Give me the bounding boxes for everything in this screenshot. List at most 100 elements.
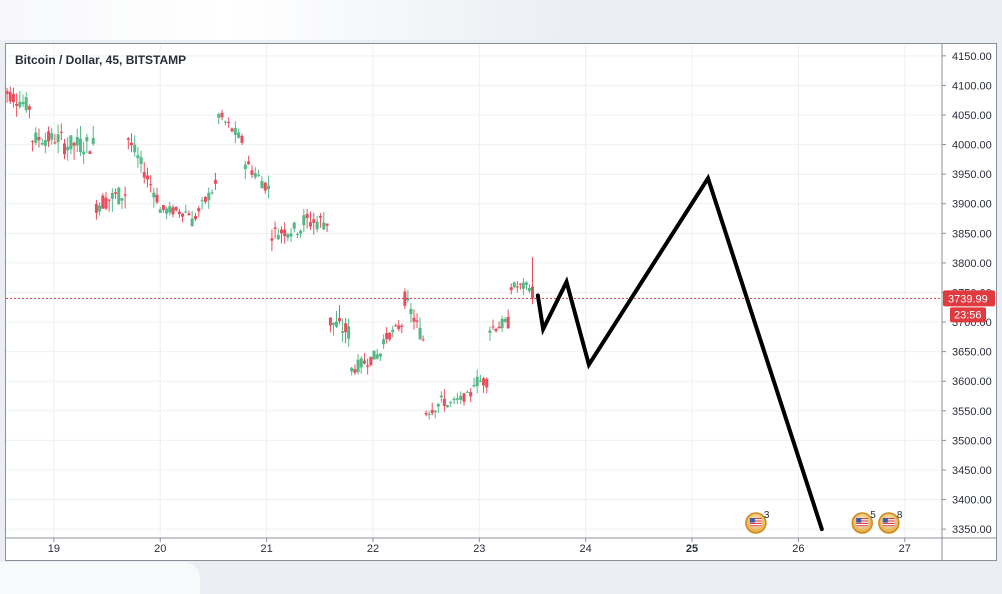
candle-body [391,329,395,333]
candle-body [531,286,534,299]
candle-body [120,198,124,201]
candle-body [436,403,440,407]
candle-body [472,384,476,387]
candle-body [130,142,134,146]
candle-body [133,144,137,153]
candle-body [72,142,76,146]
event-count: 8 [897,510,903,521]
candle-body [85,137,89,142]
candle-body [449,402,453,404]
x-tick-label: 22 [367,543,379,555]
candle-body [397,325,401,330]
candle-body [220,112,224,118]
candle-body [485,379,489,388]
candle-body [462,393,466,402]
candle-body [366,365,370,367]
candle-body [302,215,306,226]
flag-stripe [749,525,762,527]
candle-body [515,286,519,288]
candle-body [165,208,169,214]
candle-body [263,182,267,191]
candle-body [193,215,197,220]
us-flag-event-icon: 3 [745,510,770,534]
candle-body [168,206,172,213]
price-chart[interactable]: 3 5 8 4150.00 4100.00 4050.00 4000.00 3950.00 3… [6,44,996,560]
y-tick-label: 4000.00 [952,140,992,152]
candle-body [334,321,338,327]
candle-body [237,132,241,138]
candle-body [270,238,274,241]
y-tick-label: 3650.00 [952,347,992,359]
countdown-label: 23:56 [954,309,982,321]
candle-body [253,173,257,178]
y-tick-label: 3800.00 [952,258,992,270]
flag-stripe [749,518,762,520]
event-markers: 3 5 8 [745,510,903,534]
y-tick-label: 4050.00 [952,110,992,122]
y-tick-label: 4100.00 [952,80,992,92]
price-axis[interactable]: 4150.00 4100.00 4050.00 4000.00 3950.00 3900.… [942,51,992,536]
candle-body [521,282,525,289]
candle-body [305,213,309,219]
candle-body [362,360,366,364]
y-tick-label: 3500.00 [952,435,992,447]
candle-body [369,356,373,366]
candle-body [139,157,143,165]
candle-body [439,395,443,398]
blurred-footer [0,562,200,594]
countdown-box [950,307,986,323]
flag-field [856,518,869,527]
candle-body [31,141,35,143]
x-tick-label: 20 [154,543,166,555]
flag-stripe [882,522,895,524]
candle-body [378,353,382,357]
candle-body [279,229,283,234]
candle-body [318,215,322,218]
candle-body [88,151,92,154]
candle-body [21,102,25,105]
candle-body [6,91,9,94]
candle-body [240,135,244,143]
flag-stripe [856,518,869,520]
candle-body [465,391,469,393]
candle-body [152,192,156,198]
flag-stripe [749,522,762,524]
flag-stripe [882,520,895,522]
y-tick-label: 3350.00 [952,524,992,536]
candle-body [110,192,114,199]
y-tick-label: 3900.00 [952,199,992,211]
candle-body [299,230,303,234]
candle-body [197,208,201,212]
time-axis[interactable]: 19 20 21 22 23 24 25 26 27 [48,538,911,555]
candle-body [406,297,410,301]
candle-body [213,179,217,184]
candle-body [184,211,188,213]
candle-body [243,164,247,170]
candle-body [500,318,504,329]
y-tick-label: 3450.00 [952,465,992,477]
candle-body [421,339,425,341]
candle-body [91,137,95,144]
candle-body [223,121,227,123]
x-tick-label: 26 [792,543,804,555]
candle-body [177,211,181,215]
flag-canton [749,518,755,523]
blurred-header [0,0,570,40]
candle-body [455,398,459,400]
grid [6,44,942,538]
candle-body [344,323,348,333]
flag-stripe [749,520,762,522]
x-tick-label: 25 [686,543,698,555]
candle-body [257,174,261,176]
candle-body [104,197,108,209]
candle-body [372,350,376,360]
candle-body [53,142,57,144]
event-count: 3 [764,510,770,521]
candle-body [527,288,531,292]
candle-body [445,405,449,408]
chart-frame[interactable]: 3 5 8 4150.00 4100.00 4050.00 4000.00 3950.00 3… [5,43,997,561]
candle-body [117,187,121,205]
candle-body [289,233,293,237]
candle-body [34,132,38,143]
us-flag-event-icon: 8 [878,510,903,534]
